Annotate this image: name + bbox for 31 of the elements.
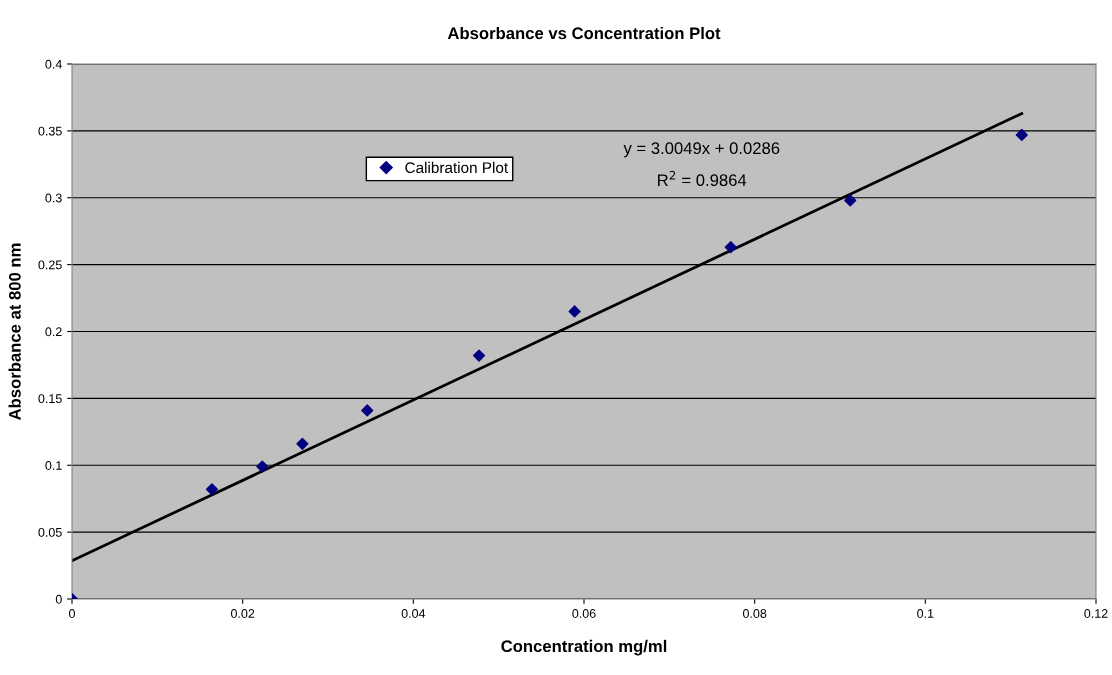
- legend-label: Calibration Plot: [405, 161, 509, 174]
- y-tick-label: 0.4: [45, 59, 62, 69]
- annotation: y = 3.0049x + 0.0286: [623, 142, 780, 158]
- point: [568, 305, 581, 318]
- point: [1015, 128, 1028, 141]
- y-tick-label: 0.35: [38, 126, 62, 136]
- point: [256, 460, 269, 473]
- y-tick-label: 0.2: [45, 327, 62, 337]
- y-tick-label: 0.3: [45, 193, 62, 203]
- point: [361, 404, 374, 417]
- x-tick-label: 0.04: [401, 609, 426, 618]
- y-tick-label: 0.15: [38, 394, 62, 404]
- y-axis-title: Absorbance at 800 nm: [8, 243, 21, 420]
- x-tick-label: 0.12: [1084, 609, 1108, 618]
- annotation: R$^{2}$ = 0.9864: [658, 170, 747, 187]
- x-tick-label: 0.1: [917, 609, 934, 618]
- point: [296, 437, 309, 450]
- x-tick-label: 0.08: [742, 609, 767, 618]
- point: [724, 241, 737, 254]
- point: [205, 483, 219, 496]
- chart-title: Absorbance vs Concentration Plot: [447, 26, 721, 40]
- point: [844, 194, 857, 207]
- y-tick-label: 0: [55, 594, 62, 604]
- x-axis-title: Concentration mg/ml: [501, 639, 667, 656]
- x-tick-label: 0.02: [230, 609, 255, 618]
- y-tick-label: 0.25: [38, 260, 62, 270]
- point: [472, 349, 486, 362]
- x-tick-label: 0: [69, 609, 75, 618]
- x-tick-label: 0.06: [572, 609, 596, 618]
- y-tick-label: 0.1: [45, 461, 62, 470]
- y-tick-label: 0.05: [38, 527, 62, 537]
